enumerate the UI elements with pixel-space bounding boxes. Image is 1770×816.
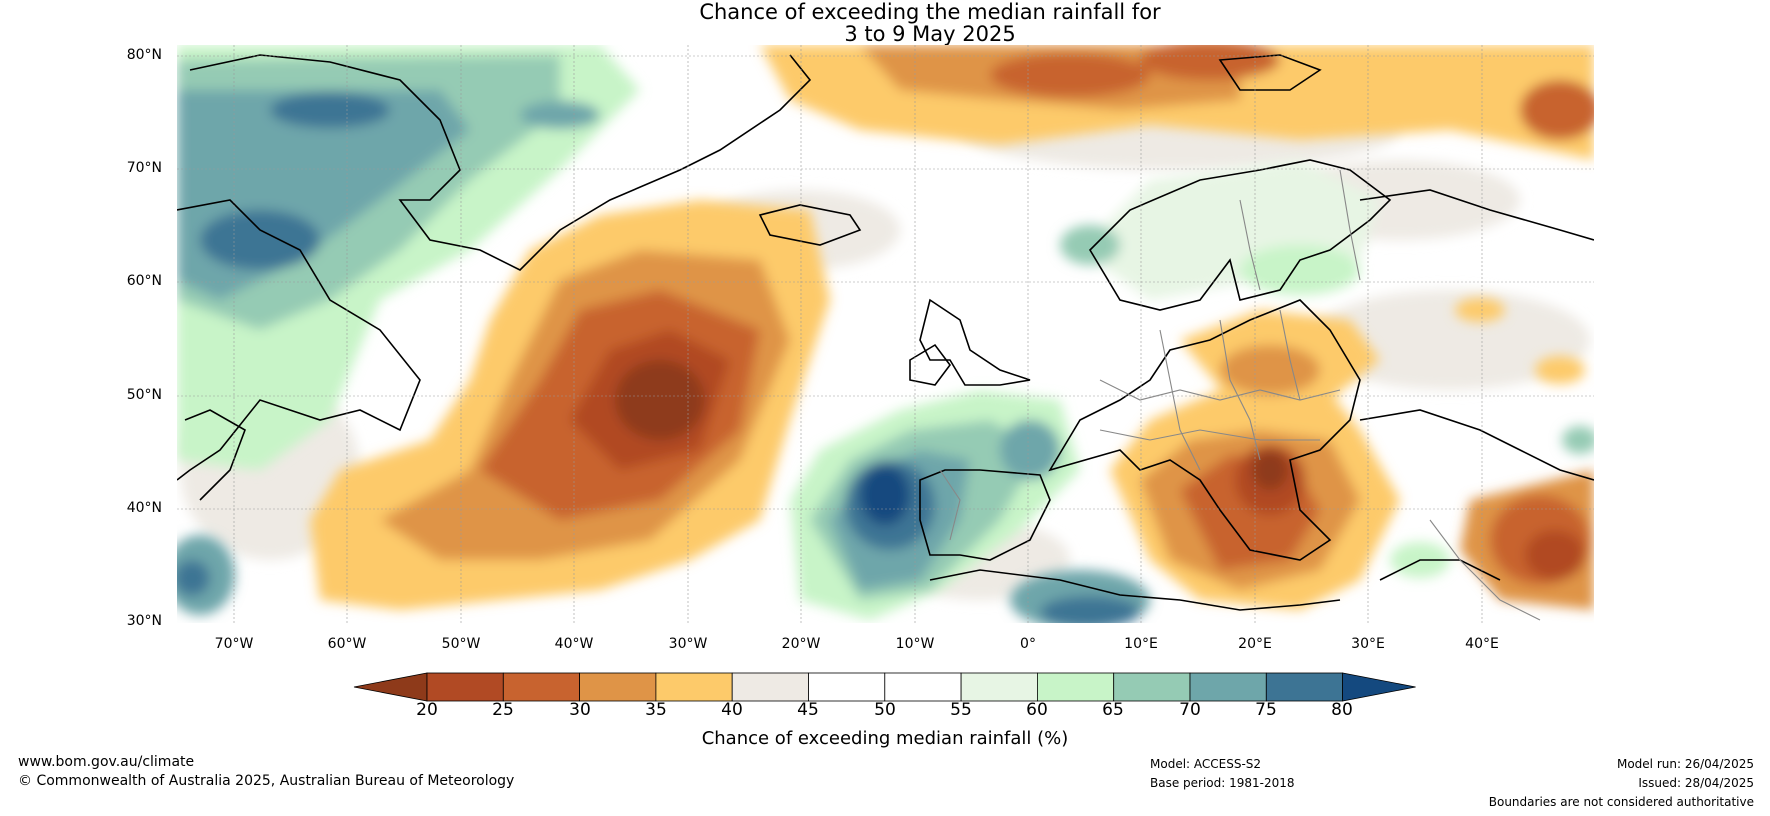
colorbar-extend-low	[353, 672, 428, 702]
colorbar-tick: 80	[1331, 700, 1353, 720]
lat-label: 30°N	[126, 613, 162, 629]
lon-label: 50°W	[441, 636, 481, 652]
graticule	[177, 45, 1594, 623]
lat-label: 80°N	[126, 47, 162, 63]
colorbar-tick: 40	[721, 700, 743, 720]
colorbar-bin	[579, 672, 657, 702]
colorbar-tick: 65	[1102, 700, 1124, 720]
model-run-text: Model run: 26/04/2025	[1616, 757, 1754, 771]
base-period-text: Base period: 1981-2018	[1150, 776, 1295, 790]
colorbar-label: Chance of exceeding median rainfall (%)	[701, 728, 1069, 749]
lon-label: 10°E	[1124, 636, 1158, 652]
colorbar-tick: 25	[492, 700, 514, 720]
colorbar	[353, 672, 1416, 702]
colorbar-tick: 60	[1026, 700, 1048, 720]
colorbar-bin	[502, 672, 580, 702]
lat-label: 70°N	[126, 160, 162, 176]
title-line-1: Chance of exceeding the median rainfall …	[699, 0, 1161, 24]
country-borders	[939, 169, 1541, 621]
lon-label: 40°W	[554, 636, 594, 652]
lon-label: 20°W	[781, 636, 821, 652]
lon-label: 30°E	[1351, 636, 1385, 652]
colorbar-bin	[1037, 672, 1115, 702]
lon-label: 20°E	[1238, 636, 1272, 652]
lat-label: 50°N	[126, 387, 162, 403]
colorbar-tick: 35	[645, 700, 667, 720]
colorbar-tick: 50	[874, 700, 896, 720]
title-line-2: 3 to 9 May 2025	[844, 22, 1016, 46]
rainfall-field	[177, 45, 1594, 623]
colorbar-tick: 75	[1255, 700, 1277, 720]
coastlines	[177, 54, 1594, 611]
issued-text: Issued: 28/04/2025	[1638, 776, 1754, 790]
colorbar-bin	[1189, 672, 1267, 702]
colorbar-bin	[1113, 672, 1191, 702]
colorbar-bin	[731, 672, 809, 702]
colorbar-tick: 55	[950, 700, 972, 720]
colorbar-tick: 20	[416, 700, 438, 720]
lon-label: 70°W	[214, 636, 254, 652]
lon-label: 40°E	[1465, 636, 1499, 652]
colorbar-bin	[884, 672, 962, 702]
lon-label: 30°W	[668, 636, 708, 652]
lon-label: 10°W	[895, 636, 935, 652]
colorbar-tick: 45	[797, 700, 819, 720]
lon-label: 0°	[1020, 636, 1036, 652]
colorbar-bin	[655, 672, 733, 702]
colorbar-bin	[960, 672, 1038, 702]
colorbar-tick: 30	[569, 700, 591, 720]
colorbar-bin	[1265, 672, 1344, 702]
website-text: www.bom.gov.au/climate	[18, 754, 195, 770]
lat-label: 60°N	[126, 273, 162, 289]
colorbar-bin	[808, 672, 886, 702]
model-text: Model: ACCESS-S2	[1150, 757, 1262, 771]
colorbar-tick: 70	[1179, 700, 1201, 720]
colorbar-extend-high	[1342, 672, 1416, 702]
colorbar-bin	[426, 672, 504, 702]
lon-label: 60°W	[327, 636, 367, 652]
copyright-text: © Commonwealth of Australia 2025, Austra…	[18, 773, 515, 789]
lat-label: 40°N	[126, 500, 162, 516]
disclaimer-text: Boundaries are not considered authoritat…	[1488, 795, 1754, 809]
